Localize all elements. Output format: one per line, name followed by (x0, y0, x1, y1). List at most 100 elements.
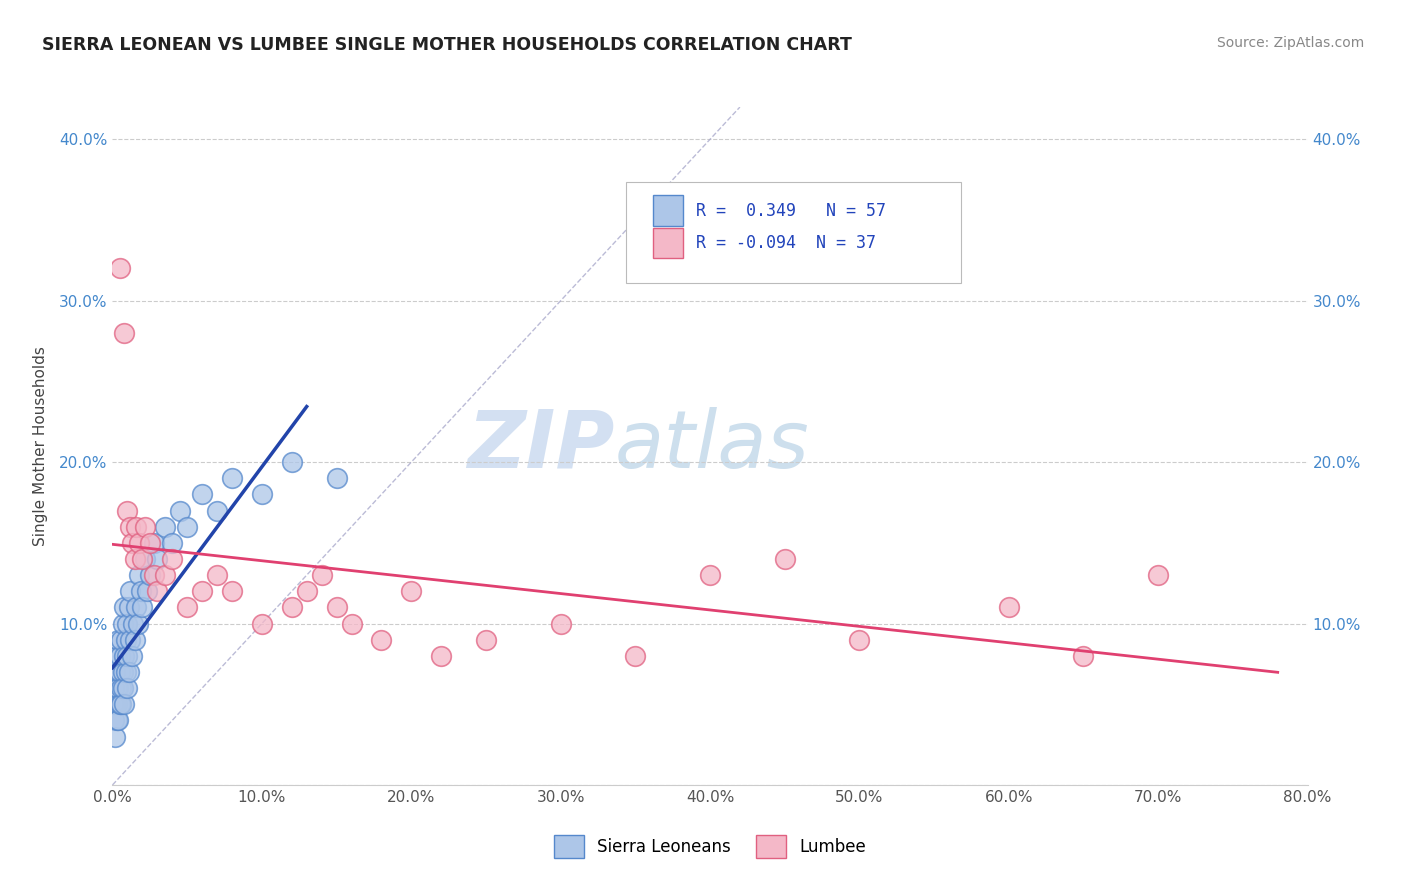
Point (125, 600, 148, 615)
Point (114, 600, 135, 615)
Point (146, 584, 169, 599)
Point (122, 616, 145, 631)
Point (325, 600, 347, 615)
Point (250, 616, 273, 631)
Point (281, 455, 304, 469)
Point (191, 584, 214, 599)
Point (103, 681, 125, 695)
Point (117, 648, 139, 663)
Point (111, 616, 134, 631)
Point (107, 681, 129, 695)
Point (105, 681, 128, 695)
Point (124, 632, 146, 647)
Point (169, 503, 191, 517)
Point (146, 552, 169, 566)
Point (129, 584, 152, 599)
Point (153, 519, 176, 533)
Point (110, 681, 132, 695)
Point (103, 714, 125, 728)
Text: R =  0.349   N = 57: R = 0.349 N = 57 (696, 202, 886, 219)
Point (340, 616, 363, 631)
Text: ZIP: ZIP (467, 407, 614, 485)
Point (205, 503, 228, 517)
Point (120, 584, 142, 599)
Point (114, 698, 135, 712)
Point (998, 600, 1021, 615)
Point (176, 600, 198, 615)
Point (139, 536, 162, 550)
Text: R = -0.094  N = 37: R = -0.094 N = 37 (696, 234, 876, 252)
Point (1073, 648, 1095, 663)
Point (111, 665, 134, 679)
Point (108, 261, 131, 276)
Point (250, 487, 273, 501)
Point (118, 600, 141, 615)
Legend: Sierra Leoneans, Lumbee: Sierra Leoneans, Lumbee (547, 828, 873, 864)
Text: Source: ZipAtlas.com: Source: ZipAtlas.com (1216, 36, 1364, 50)
Point (115, 665, 138, 679)
Point (128, 536, 150, 550)
Point (105, 698, 128, 712)
Point (104, 698, 127, 712)
Point (124, 552, 146, 566)
Point (162, 536, 183, 550)
Point (550, 616, 572, 631)
Point (108, 648, 131, 663)
Point (120, 632, 142, 647)
FancyBboxPatch shape (627, 182, 962, 284)
Text: SIERRA LEONEAN VS LUMBEE SINGLE MOTHER HOUSEHOLDS CORRELATION CHART: SIERRA LEONEAN VS LUMBEE SINGLE MOTHER H… (42, 36, 852, 54)
Point (108, 665, 131, 679)
Point (370, 632, 392, 647)
Point (699, 568, 721, 582)
Point (115, 632, 138, 647)
Point (107, 714, 129, 728)
Point (848, 632, 870, 647)
Point (117, 681, 139, 695)
Point (176, 519, 198, 533)
Point (162, 552, 183, 566)
Point (295, 584, 318, 599)
Point (134, 519, 156, 533)
Point (110, 698, 132, 712)
Point (191, 487, 214, 501)
Point (135, 584, 157, 599)
Point (105, 648, 128, 663)
Point (281, 600, 304, 615)
Point (104, 730, 127, 744)
Point (107, 632, 129, 647)
Point (121, 536, 143, 550)
Point (139, 568, 162, 582)
Point (475, 632, 498, 647)
Point (153, 568, 176, 582)
Text: atlas: atlas (614, 407, 810, 485)
Point (118, 665, 141, 679)
Point (120, 519, 142, 533)
Point (221, 584, 243, 599)
Point (131, 600, 153, 615)
Point (111, 681, 134, 695)
Point (127, 616, 149, 631)
Point (430, 648, 453, 663)
Point (125, 519, 148, 533)
Bar (652, 195, 682, 226)
Point (143, 536, 166, 550)
Point (311, 568, 333, 582)
Bar (652, 227, 682, 258)
Y-axis label: Single Mother Households: Single Mother Households (32, 346, 48, 546)
Point (325, 471, 347, 485)
Point (117, 616, 139, 631)
Point (103, 698, 125, 712)
Point (1147, 568, 1170, 582)
Point (773, 552, 796, 566)
Point (121, 648, 143, 663)
Point (205, 568, 228, 582)
Point (221, 471, 243, 485)
Point (110, 632, 132, 647)
Point (401, 584, 423, 599)
Point (131, 552, 153, 566)
Point (108, 698, 131, 712)
Point (143, 568, 166, 582)
Point (134, 552, 156, 566)
Point (128, 568, 150, 582)
Point (624, 648, 647, 663)
